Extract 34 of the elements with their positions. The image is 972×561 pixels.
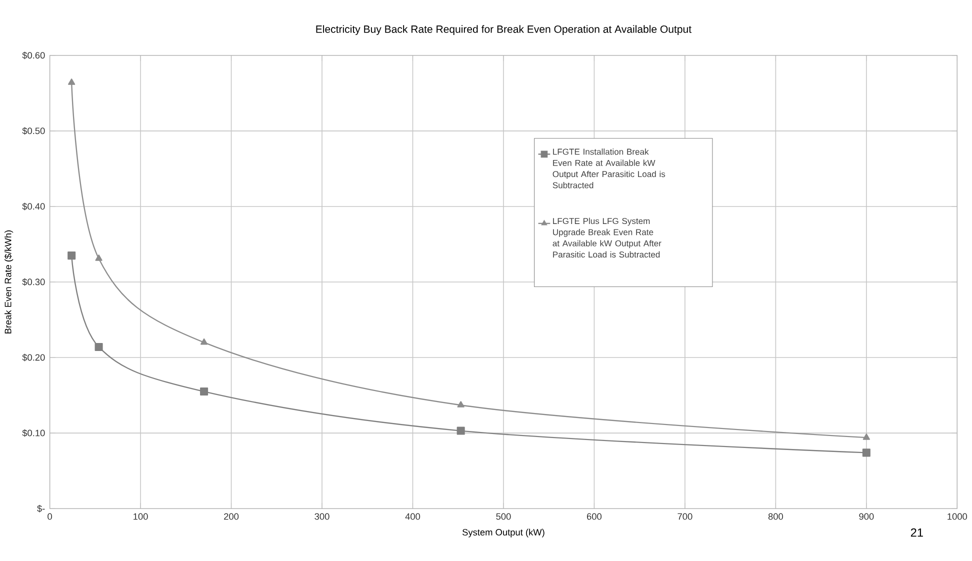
point <box>94 342 103 351</box>
point <box>862 434 870 440</box>
x-tick-label: 900 <box>859 513 874 520</box>
x-tick-label: 700 <box>678 513 692 520</box>
point <box>200 387 208 396</box>
legend-label: LFGTE Installation Break Even Rate at Available kW Output After Parasitic Load is Subtracted <box>552 148 666 188</box>
y-tick-label: $- <box>37 504 45 512</box>
x-tick-label: 300 <box>314 513 330 520</box>
x-tick-label: 400 <box>405 513 420 520</box>
point <box>95 254 102 261</box>
y-tick-label: $0.50 <box>22 127 45 135</box>
y-tick-label: $0.60 <box>22 52 45 60</box>
point <box>457 401 464 408</box>
x-tick-label: 0 <box>48 513 52 520</box>
text: 21 <box>910 528 923 537</box>
point <box>200 338 208 345</box>
point <box>68 252 76 260</box>
x-tick-label: 800 <box>768 513 784 520</box>
y-tick-label: $0.40 <box>22 202 45 210</box>
x-tick-label: 1000 <box>948 513 968 520</box>
point <box>456 426 465 435</box>
x-axis-title: System Output (kW) <box>462 528 544 538</box>
y-tick-label: $0.30 <box>22 278 45 286</box>
y-tick-label: $0.20 <box>22 354 45 362</box>
legend-label: LFGTE Plus LFG System Upgrade Break Even Rate at Available kW Output After Parasitic Load is Subtracted <box>552 218 662 258</box>
y-tick-label: $0.10 <box>22 429 45 437</box>
point <box>68 78 76 85</box>
x-tick-label: 100 <box>134 513 148 520</box>
x-tick-label: 600 <box>587 513 602 520</box>
point <box>862 448 870 457</box>
chart-title: Electricity Buy Back Rate Required for Break Even Operation at Available Output <box>316 25 692 35</box>
x-tick-label: 500 <box>496 513 511 520</box>
y-axis-title: Break Even Rate ($/kWh) <box>4 230 14 334</box>
x-tick-label: 200 <box>224 513 239 520</box>
